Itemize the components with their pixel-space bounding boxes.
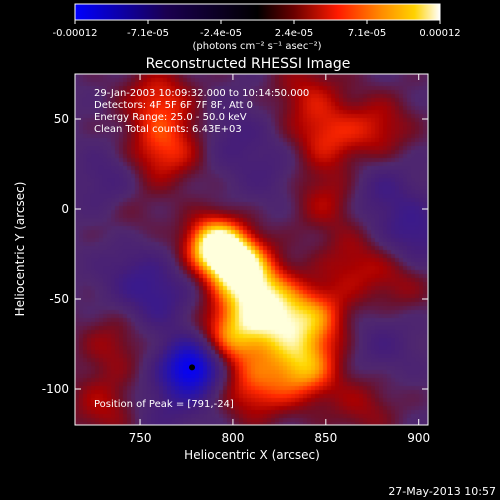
- colorbar-tick-label: 2.4e-05: [275, 28, 313, 39]
- colorbar-units: (photons cm⁻² s⁻¹ asec⁻²): [192, 41, 321, 52]
- peak-marker: [189, 364, 196, 371]
- x-axis: 750 800 850 900: [129, 74, 430, 445]
- plot-frame: [74, 73, 429, 426]
- annotation-energy: Energy Range: 25.0 - 50.0 keV: [94, 112, 247, 123]
- annotation-counts: Clean Total counts: 6.43E+03: [94, 124, 242, 135]
- y-axis: 50 0 -50 -100: [42, 112, 428, 396]
- y-tick-label: 50: [54, 112, 69, 126]
- annotation-detectors: Detectors: 4F 5F 6F 7F 8F, Att 0: [94, 100, 253, 111]
- x-tick-label: 750: [129, 431, 152, 445]
- chart-title: Reconstructed RHESSI Image: [146, 56, 351, 72]
- colorbar-tick-label: -0.00012: [53, 28, 98, 39]
- colorbar-tick-label: 7.1e-05: [348, 28, 386, 39]
- x-tick-label: 850: [314, 431, 337, 445]
- colorbar: -0.00012 -7.1e-05 -2.4e-05 2.4e-05 7.1e-05 0.…: [53, 3, 461, 52]
- colorbar-tick-label: -7.1e-05: [127, 28, 169, 39]
- x-tick-label: 900: [407, 431, 430, 445]
- peak-position-label: Position of Peak = [791,-24]: [94, 399, 234, 410]
- y-tick-label: 0: [61, 202, 69, 216]
- x-axis-label: Heliocentric X (arcsec): [184, 448, 320, 462]
- colorbar-tick-label: -2.4e-05: [200, 28, 242, 39]
- y-tick-label: -50: [49, 292, 69, 306]
- colorbar-gradient: [74, 3, 441, 21]
- colorbar-tick-label: 0.00012: [419, 28, 460, 39]
- annotation-time: 29-Jan-2003 10:09:32.000 to 10:14:50.000: [94, 88, 309, 99]
- heatmap-container: [75, 74, 428, 425]
- y-axis-label: Heliocentric Y (arcsec): [13, 182, 27, 317]
- heatmap-canvas: [75, 74, 428, 425]
- footer-date: 27-May-2013 10:57: [388, 485, 496, 498]
- x-tick-label: 800: [221, 431, 244, 445]
- y-tick-label: -100: [42, 382, 69, 396]
- colorbar-ticks: -0.00012 -7.1e-05 -2.4e-05 2.4e-05 7.1e-05 0.…: [53, 20, 461, 39]
- annotation-block: 29-Jan-2003 10:09:32.000 to 10:14:50.000…: [94, 88, 309, 135]
